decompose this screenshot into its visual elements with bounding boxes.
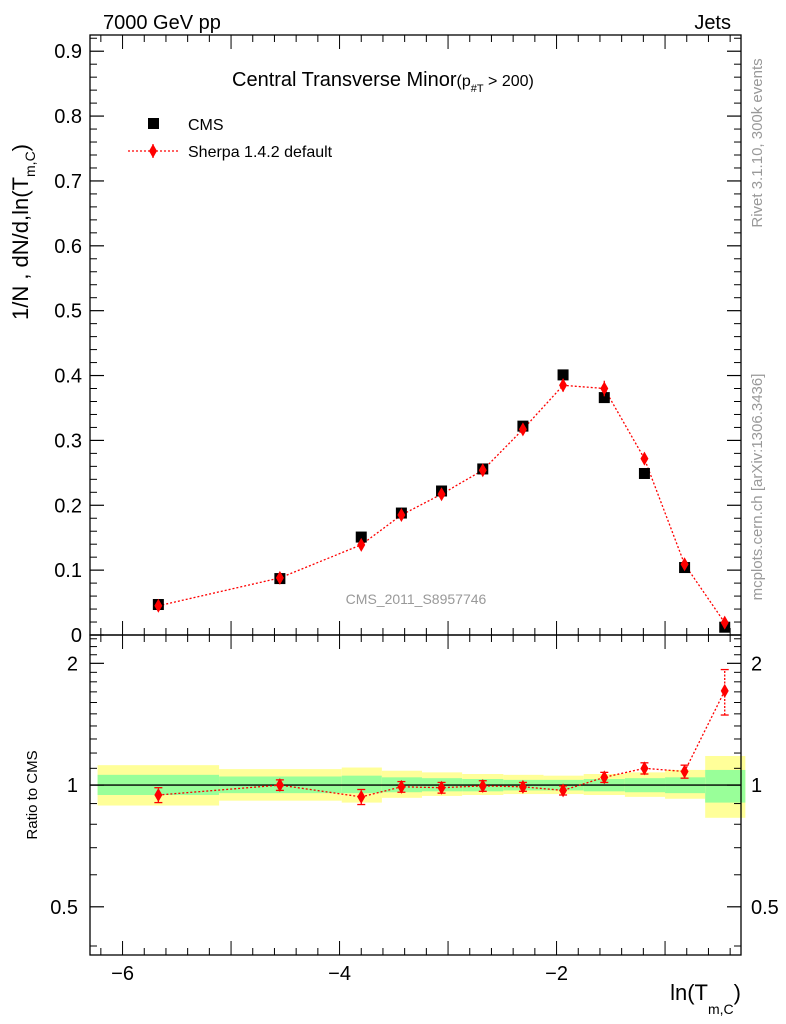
main-x-ticks [100, 35, 731, 635]
ratio-sherpa-point [680, 764, 689, 779]
plot-title: Central Transverse Minor(p#T > 200) [232, 69, 534, 95]
ratio-y-tick-label-right: 0.5 [751, 897, 779, 919]
cms-point [557, 369, 569, 381]
ratio-sherpa-point [640, 761, 649, 776]
ratio-sherpa-point [478, 778, 487, 793]
mcplots-reference-label: mcplots.cern.ch [arXiv:1306.3436] [749, 374, 766, 601]
legend-sherpa-label: Sherpa 1.4.2 default [188, 144, 333, 161]
plot-title-cut-rest: > 200) [484, 73, 534, 90]
main-y-tick-label: 0.7 [54, 171, 82, 193]
ratio-sherpa-point [437, 780, 446, 795]
ratio-sherpa-point [154, 787, 163, 802]
ratio-sherpa-point [275, 778, 284, 793]
main-data-layer [152, 369, 731, 633]
main-y-axis-label-sub: m,C [22, 151, 38, 177]
legend-cms-label: CMS [188, 117, 224, 134]
sherpa-point [437, 487, 446, 502]
sherpa-point [275, 570, 284, 585]
legend-cms-marker [148, 118, 159, 129]
legend: CMS Sherpa 1.4.2 default [128, 117, 333, 161]
main-y-tick-label: 0.2 [54, 495, 82, 517]
legend-sherpa-marker [149, 144, 157, 158]
main-y-tick-label: 0.9 [54, 41, 82, 63]
main-y-tick-label: 0.4 [54, 366, 82, 388]
main-y-tick-label: 0.6 [54, 236, 82, 258]
ratio-y-tick-label-right: 1 [751, 775, 762, 797]
plot-title-cut: (p [457, 73, 471, 90]
ratio-inner-band [705, 769, 746, 803]
plot-title-cut-sub: #T [471, 83, 484, 95]
sherpa-point [720, 615, 729, 630]
analysis-watermark: CMS_2011_S8957746 [346, 591, 487, 607]
ratio-data-layer [154, 668, 729, 806]
main-y-tick-label: 0.1 [54, 560, 82, 582]
main-y-axis-label: 1/N , dN/d,ln(Tm,C) [8, 144, 38, 320]
ratio-inner-band [341, 775, 382, 794]
sherpa-point [559, 378, 568, 393]
ratio-y-tick-label: 0.5 [50, 897, 78, 919]
x-tick-label: −4 [328, 963, 351, 985]
header-energy-label: 7000 GeV pp [103, 12, 221, 34]
sherpa-point [154, 598, 163, 613]
sherpa-point [640, 451, 649, 466]
main-y-axis-label-text: 1/N , dN/d,ln(T [8, 177, 33, 320]
main-panel: 0 0.1 0.2 0.3 0.4 0.5 0.6 0.7 0.8 0.9 [54, 34, 742, 647]
ratio-sherpa-point [397, 779, 406, 794]
ratio-y-tick-label-right: 2 [751, 653, 762, 675]
ratio-sherpa-point [600, 770, 609, 785]
ratio-plot-frame [89, 634, 742, 956]
rivet-version-label: Rivet 3.1.10, 300k events [749, 58, 766, 227]
ratio-sherpa-point [559, 783, 568, 798]
ratio-sherpa-point [720, 683, 729, 698]
x-axis-label-close: ) [734, 980, 741, 1005]
ratio-y-tick-label: 1 [67, 775, 78, 797]
sherpa-point [600, 381, 609, 396]
ratio-y-tick-label: 2 [67, 653, 78, 675]
x-axis-label-text: ln(T [670, 980, 708, 1005]
main-y-tick-label: 0.3 [54, 430, 82, 452]
ratio-x-axis: −6 −4 −2 [100, 635, 731, 985]
x-tick-label: −6 [111, 963, 134, 985]
ratio-y-axis: 0.5 0.5 1 1 2 2 [50, 638, 779, 947]
x-axis-label-sub: m,C [708, 1001, 734, 1017]
main-y-tick-label: 0.8 [54, 106, 82, 128]
main-y-axis: 0 0.1 0.2 0.3 0.4 0.5 0.6 0.7 0.8 0.9 [54, 37, 741, 647]
main-y-axis-label-close: ) [8, 144, 33, 151]
sherpa-line [158, 384, 726, 624]
x-tick-label: −2 [545, 963, 568, 985]
ratio-sherpa-point [518, 779, 527, 794]
ratio-y-axis-label: Ratio to CMS [24, 750, 41, 839]
sherpa-point [680, 557, 689, 572]
x-axis-label: ln(Tm,C) [670, 980, 741, 1017]
sherpa-point [397, 508, 406, 522]
cms-point [355, 531, 367, 543]
cms-point [638, 467, 650, 479]
sherpa-point [518, 422, 527, 437]
main-y-tick-label: 0 [71, 625, 82, 647]
ratio-sherpa-point [357, 789, 366, 804]
plot-title-main: Central Transverse Minor [232, 69, 457, 91]
cms-point [598, 392, 610, 404]
main-y-tick-label: 0.5 [54, 301, 82, 323]
ratio-panel: 0.5 0.5 1 1 2 2 −6 −4 −2 [50, 634, 779, 985]
sherpa-point [478, 463, 487, 478]
header-process-label: Jets [694, 12, 731, 34]
sherpa-point [357, 537, 366, 552]
